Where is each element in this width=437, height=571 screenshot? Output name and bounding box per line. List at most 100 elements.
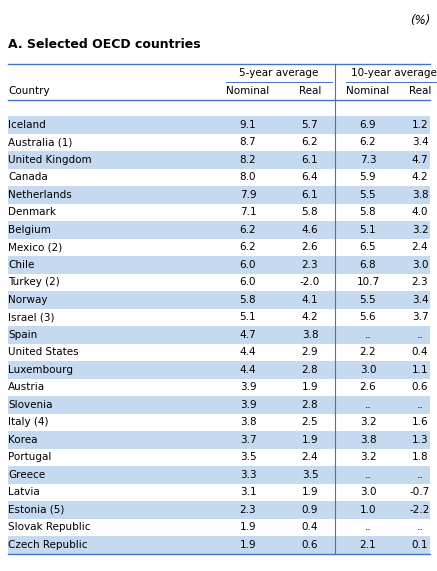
Text: 0.4: 0.4 (412, 347, 428, 357)
Text: (%): (%) (409, 14, 430, 27)
Text: 2.4: 2.4 (412, 242, 428, 252)
Text: 6.2: 6.2 (239, 225, 257, 235)
Text: 5.5: 5.5 (360, 190, 376, 200)
Text: 1.0: 1.0 (360, 505, 376, 514)
Text: 3.8: 3.8 (239, 417, 257, 427)
Text: 3.7: 3.7 (239, 435, 257, 445)
Text: ..: .. (416, 329, 423, 340)
Text: 2.1: 2.1 (360, 540, 376, 550)
Text: 7.9: 7.9 (239, 190, 257, 200)
Text: 0.4: 0.4 (302, 522, 318, 532)
Text: 6.9: 6.9 (360, 120, 376, 130)
Text: 2.5: 2.5 (302, 417, 318, 427)
Bar (8, 221, 430, 239)
Text: 1.6: 1.6 (412, 417, 428, 427)
Text: 9.1: 9.1 (239, 120, 257, 130)
Text: Chile: Chile (8, 260, 35, 270)
Text: 1.2: 1.2 (412, 120, 428, 130)
Text: 6.4: 6.4 (302, 172, 318, 182)
Text: 3.3: 3.3 (239, 470, 257, 480)
Text: 3.8: 3.8 (412, 190, 428, 200)
Text: 0.6: 0.6 (412, 382, 428, 392)
Text: 4.1: 4.1 (302, 295, 318, 305)
Text: 3.2: 3.2 (360, 417, 376, 427)
Text: 0.6: 0.6 (302, 540, 318, 550)
Text: 1.9: 1.9 (239, 522, 257, 532)
Text: 3.2: 3.2 (360, 452, 376, 463)
Text: ..: .. (416, 522, 423, 532)
Text: 0.9: 0.9 (302, 505, 318, 514)
Text: 8.2: 8.2 (239, 155, 257, 165)
Text: 8.0: 8.0 (240, 172, 256, 182)
Text: 3.5: 3.5 (239, 452, 257, 463)
Text: 3.5: 3.5 (302, 470, 318, 480)
Text: 5.6: 5.6 (360, 312, 376, 322)
Text: Austria: Austria (8, 382, 45, 392)
Text: 6.2: 6.2 (360, 137, 376, 147)
Text: 5.8: 5.8 (302, 207, 318, 217)
Text: 2.3: 2.3 (239, 505, 257, 514)
Text: 3.1: 3.1 (239, 487, 257, 497)
Text: Denmark: Denmark (8, 207, 56, 217)
Text: 1.9: 1.9 (302, 435, 318, 445)
Text: 1.9: 1.9 (302, 382, 318, 392)
Text: 2.9: 2.9 (302, 347, 318, 357)
Text: -0.7: -0.7 (410, 487, 430, 497)
Text: 4.2: 4.2 (412, 172, 428, 182)
Text: 10-year average: 10-year average (351, 68, 437, 78)
Text: Slovak Republic: Slovak Republic (8, 522, 90, 532)
Bar (8, 501, 430, 518)
Text: 4.4: 4.4 (239, 365, 257, 375)
Bar (8, 291, 430, 308)
Text: A. Selected OECD countries: A. Selected OECD countries (8, 38, 201, 51)
Text: 2.2: 2.2 (360, 347, 376, 357)
Bar (8, 466, 430, 484)
Text: 4.7: 4.7 (239, 329, 257, 340)
Bar (8, 536, 430, 553)
Text: Belgium: Belgium (8, 225, 51, 235)
Text: Nominal: Nominal (347, 86, 390, 96)
Text: 8.7: 8.7 (239, 137, 257, 147)
Text: Country: Country (8, 86, 50, 96)
Text: 4.7: 4.7 (412, 155, 428, 165)
Text: 1.8: 1.8 (412, 452, 428, 463)
Text: 5.1: 5.1 (360, 225, 376, 235)
Text: 3.8: 3.8 (302, 329, 318, 340)
Text: United States: United States (8, 347, 79, 357)
Text: 7.1: 7.1 (239, 207, 257, 217)
Text: 6.2: 6.2 (302, 137, 318, 147)
Text: 3.9: 3.9 (239, 400, 257, 410)
Text: 2.6: 2.6 (360, 382, 376, 392)
Bar (8, 361, 430, 379)
Text: Israel (3): Israel (3) (8, 312, 55, 322)
Text: 6.8: 6.8 (360, 260, 376, 270)
Text: 4.2: 4.2 (302, 312, 318, 322)
Text: 4.6: 4.6 (302, 225, 318, 235)
Text: 6.1: 6.1 (302, 155, 318, 165)
Text: 2.6: 2.6 (302, 242, 318, 252)
Text: ..: .. (364, 329, 371, 340)
Text: 6.1: 6.1 (302, 190, 318, 200)
Text: -2.0: -2.0 (300, 278, 320, 287)
Text: 1.1: 1.1 (412, 365, 428, 375)
Text: 5.5: 5.5 (360, 295, 376, 305)
Text: 3.8: 3.8 (360, 435, 376, 445)
Text: Turkey (2): Turkey (2) (8, 278, 60, 287)
Text: Mexico (2): Mexico (2) (8, 242, 62, 252)
Text: 3.9: 3.9 (239, 382, 257, 392)
Text: 3.4: 3.4 (412, 295, 428, 305)
Text: ..: .. (364, 400, 371, 410)
Text: 2.8: 2.8 (302, 400, 318, 410)
Text: Latvia: Latvia (8, 487, 40, 497)
Text: 0.1: 0.1 (412, 540, 428, 550)
Text: Spain: Spain (8, 329, 37, 340)
Text: Nominal: Nominal (226, 86, 270, 96)
Text: 3.4: 3.4 (412, 137, 428, 147)
Text: 5.8: 5.8 (239, 295, 257, 305)
Text: Real: Real (299, 86, 321, 96)
Text: Netherlands: Netherlands (8, 190, 72, 200)
Text: 5.1: 5.1 (239, 312, 257, 322)
Text: United Kingdom: United Kingdom (8, 155, 92, 165)
Text: 3.0: 3.0 (360, 365, 376, 375)
Text: 7.3: 7.3 (360, 155, 376, 165)
